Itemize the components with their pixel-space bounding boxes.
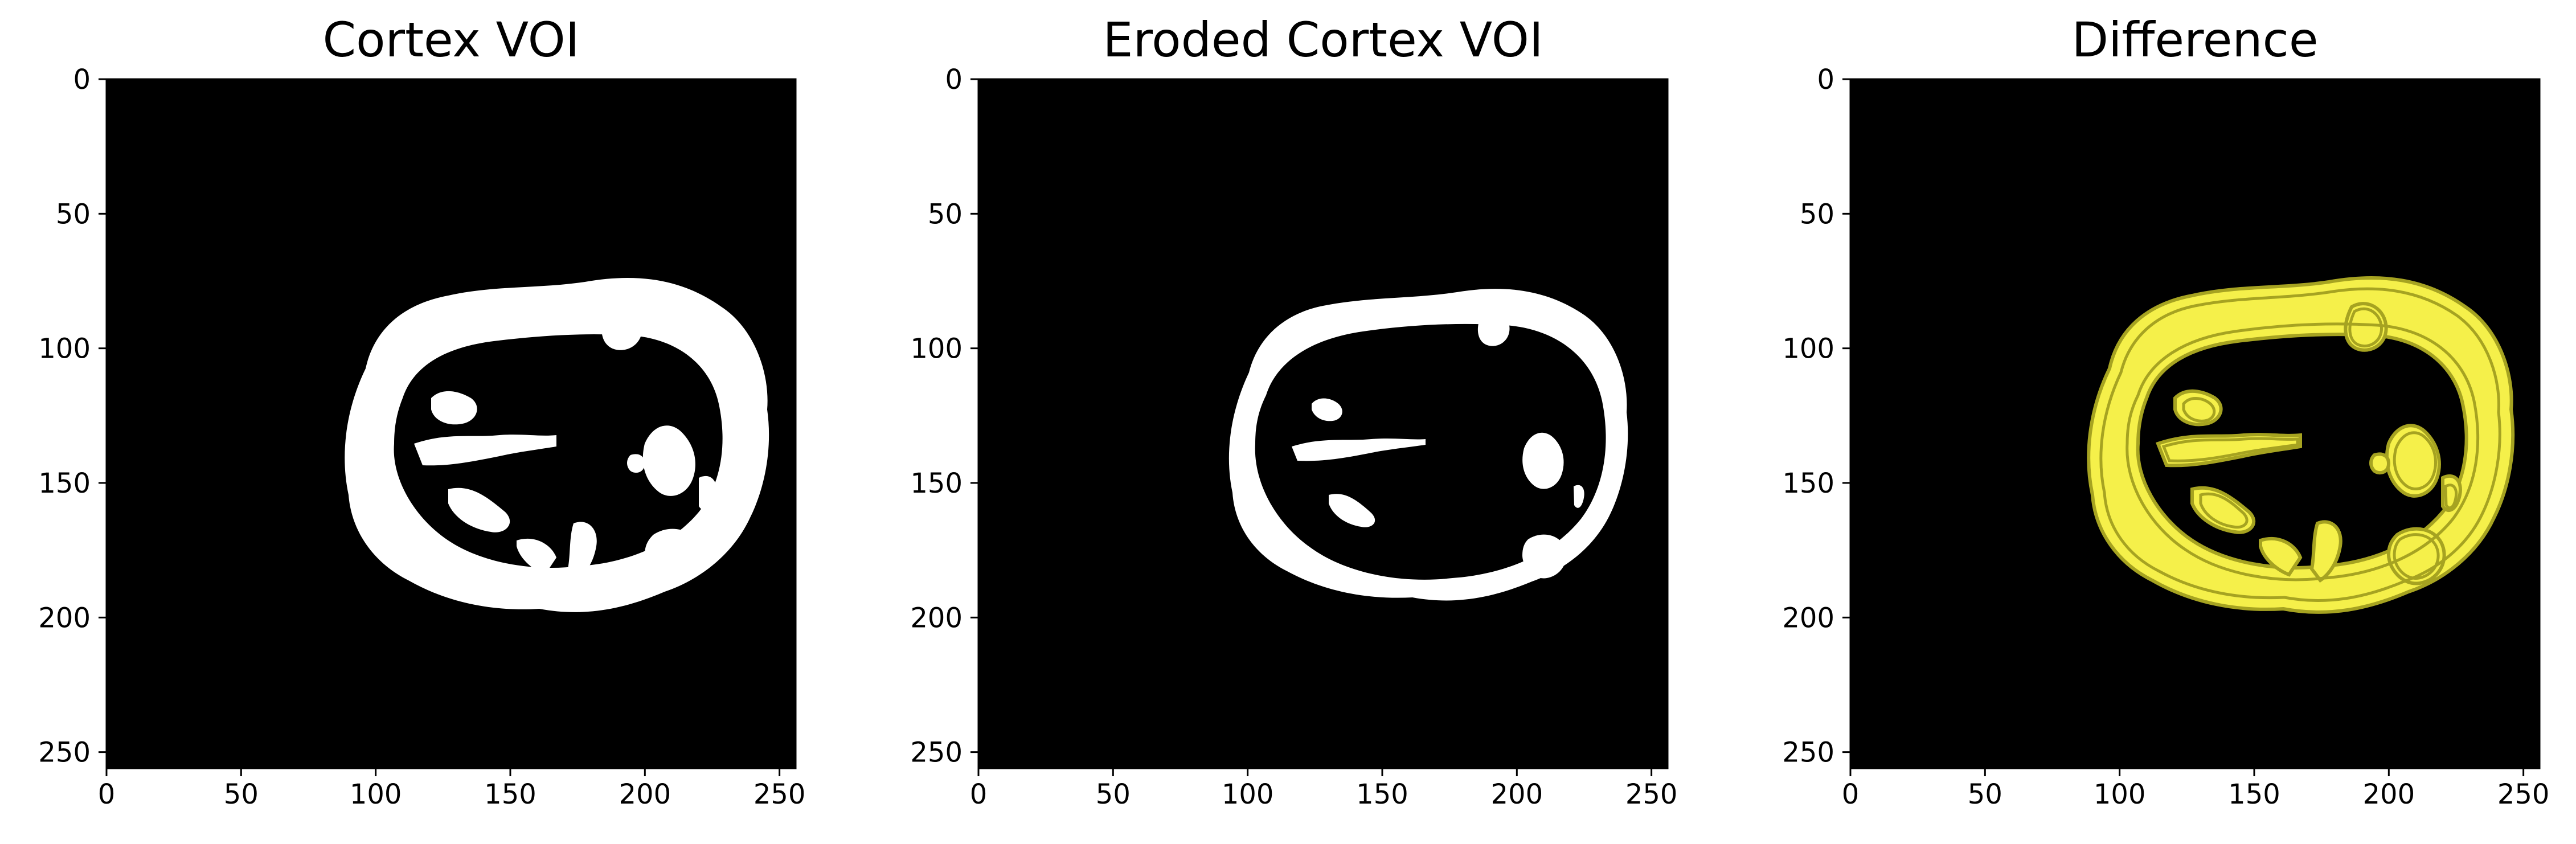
y-tick-label: 150	[1782, 468, 1834, 499]
x-tick-label: 0	[98, 779, 116, 810]
x-tick-label: 50	[1096, 779, 1131, 810]
y-tick-label: 200	[38, 602, 91, 634]
image-area	[105, 78, 797, 769]
axes-frame	[977, 78, 1669, 769]
image-area	[977, 78, 1669, 769]
x-tick-label: 150	[1356, 779, 1408, 810]
x-tick-label: 150	[484, 779, 537, 810]
panel-title: Difference	[2071, 12, 2318, 68]
y-tick-label: 100	[910, 333, 963, 365]
x-tick-label: 200	[2363, 779, 2415, 810]
x-tick-label: 0	[1842, 779, 1860, 810]
y-tick-label: 250	[1782, 737, 1834, 769]
y-tick-label: 0	[945, 64, 963, 96]
x-tick-label: 200	[619, 779, 671, 810]
x-tick-label: 50	[1968, 779, 2002, 810]
x-tick-label: 50	[224, 779, 259, 810]
y-tick-label: 50	[1800, 198, 1834, 230]
axes-frame	[1849, 78, 2541, 769]
x-tick-label: 250	[1625, 779, 1678, 810]
x-tick-label: 100	[350, 779, 402, 810]
y-tick-label: 250	[910, 737, 963, 769]
y-tick-label: 150	[910, 468, 963, 499]
x-tick-label: 100	[1222, 779, 1274, 810]
panel-title: Eroded Cortex VOI	[1103, 12, 1543, 68]
x-tick-label: 250	[2497, 779, 2550, 810]
y-tick-label: 200	[910, 602, 963, 634]
x-tick-label: 100	[2094, 779, 2146, 810]
y-tick-label: 0	[1817, 64, 1834, 96]
y-tick-label: 200	[1782, 602, 1834, 634]
y-tick-label: 250	[38, 737, 91, 769]
y-tick-label: 100	[38, 333, 91, 365]
axes-frame	[105, 78, 797, 769]
y-tick-label: 0	[73, 64, 91, 96]
y-tick-label: 150	[38, 468, 91, 499]
x-tick-label: 150	[2228, 779, 2280, 810]
x-tick-label: 200	[1491, 779, 1543, 810]
panel-title: Cortex VOI	[322, 12, 579, 68]
x-tick-label: 0	[970, 779, 988, 810]
y-tick-label: 100	[1782, 333, 1834, 365]
y-tick-label: 50	[56, 198, 91, 230]
x-tick-label: 250	[753, 779, 806, 810]
panel-3: Difference 0 50 100 150 200 250 0 50 100 150 200 250	[1782, 12, 2549, 810]
image-area	[1849, 78, 2541, 769]
image-background	[978, 79, 1668, 768]
y-tick-label: 50	[928, 198, 963, 230]
